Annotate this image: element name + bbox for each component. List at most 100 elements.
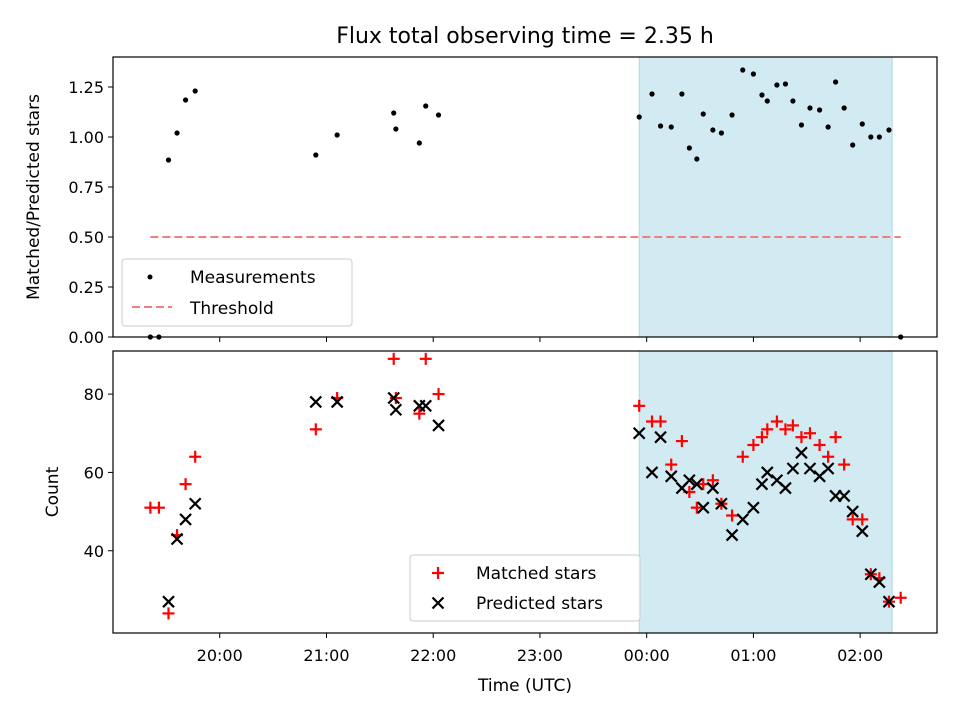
matched-star-point	[813, 439, 826, 451]
legend-predicted-x	[431, 596, 445, 610]
matched-star-point	[795, 431, 808, 444]
x-tick-label: 01:00	[730, 646, 776, 665]
predicted-star-point	[387, 391, 400, 405]
predicted-star-point	[683, 473, 696, 487]
bottom-axes-frame	[112, 350, 938, 634]
predicted-star-point	[725, 528, 739, 542]
measurement-point	[759, 92, 765, 98]
matched-star-point	[697, 478, 710, 491]
measurement-point	[710, 127, 716, 133]
matched-star-point	[419, 352, 432, 365]
measurement-point	[636, 114, 642, 120]
measurement-point	[798, 122, 805, 128]
predicted-star-points	[162, 391, 896, 608]
legend-measurements-label: Measurements	[190, 268, 316, 288]
measurement-point	[816, 107, 823, 113]
predicted-star-point	[873, 575, 886, 589]
measurement-point	[876, 134, 882, 140]
measurement-point	[886, 127, 892, 133]
measurement-point	[740, 67, 746, 73]
measurement-point	[764, 98, 770, 104]
measurement-point	[841, 105, 847, 111]
matched-star-point	[747, 439, 760, 451]
matched-star-point	[309, 423, 322, 436]
matched-star-point	[690, 501, 703, 514]
matched-star-point	[736, 450, 749, 463]
measurement-point	[174, 130, 180, 136]
matched-star-point	[822, 450, 835, 463]
matched-star-point	[189, 450, 202, 463]
predicted-star-point	[690, 477, 704, 491]
x-tick-label: 00:00	[624, 646, 670, 665]
top-x-ticks	[219, 337, 861, 342]
measurement-point	[868, 134, 874, 140]
predicted-star-point	[882, 595, 896, 608]
bottom-legend-box	[409, 554, 641, 622]
observing-window-shade	[638, 56, 893, 338]
predicted-star-point	[696, 501, 710, 514]
measurement-point	[192, 88, 198, 94]
measurement-point	[729, 112, 735, 118]
matched-star-point	[432, 388, 445, 401]
observing-window-shade	[638, 350, 893, 634]
measurement-point	[182, 97, 189, 103]
matched-star-point	[387, 352, 400, 365]
predicted-star-point	[432, 419, 445, 432]
matched-star-point	[755, 431, 768, 444]
x-tick-label: 02:00	[837, 646, 883, 665]
predicted-star-point	[856, 524, 869, 538]
predicted-star-point	[786, 462, 800, 475]
legend-predicted-label: Predicted stars	[476, 594, 603, 614]
matched-star-point	[829, 431, 842, 444]
predicted-star-point	[179, 513, 192, 526]
predicted-star-point	[645, 466, 659, 479]
x-tick-label: 22:00	[410, 646, 456, 665]
x-tick-label: 23:00	[517, 646, 563, 665]
measurement-point	[423, 103, 429, 109]
top-legend-box	[121, 258, 353, 327]
matched-star-point	[654, 415, 667, 428]
y-tick-label: 60	[84, 463, 104, 482]
measurement-point	[391, 110, 397, 116]
matched-star-point	[179, 478, 192, 491]
measurement-point	[825, 124, 831, 130]
matched-star-point	[779, 423, 792, 436]
y-tick-label: 0.00	[68, 328, 104, 347]
ratio-panel: 0.00 0.25 0.50 0.75 1.00 1.25 Matched/Predict…	[24, 56, 938, 347]
predicted-star-point	[330, 395, 344, 409]
predicted-star-point	[821, 462, 835, 475]
top-axes-frame	[112, 56, 938, 338]
legend-measurement-marker	[147, 274, 153, 280]
legend-matched-plus	[432, 567, 444, 579]
measurement-point	[859, 121, 865, 127]
predicted-star-point	[795, 446, 808, 460]
measurement-point	[165, 157, 172, 163]
top-legend: Measurements Threshold	[121, 258, 353, 327]
matched-star-point	[761, 423, 774, 436]
measurement-point	[649, 91, 655, 97]
measurement-point	[668, 124, 674, 130]
matched-star-point	[856, 513, 869, 526]
matched-star-point	[786, 419, 799, 432]
measurement-point	[750, 71, 757, 77]
predicted-star-point	[654, 430, 667, 444]
predicted-star-point	[188, 497, 202, 511]
matched-star-point	[389, 392, 402, 404]
matched-star-point	[838, 458, 851, 471]
predicted-star-point	[389, 403, 403, 417]
y-tick-label: 0.25	[68, 278, 104, 297]
measurement-point	[718, 130, 724, 136]
measurement-point	[850, 142, 856, 148]
predicted-star-point	[715, 497, 728, 511]
top-y-axis-label: Matched/Predicted stars	[24, 94, 44, 300]
matched-star-point	[675, 435, 688, 448]
matched-star-point	[152, 501, 165, 514]
measurement-point	[700, 111, 706, 117]
predicted-star-point	[736, 513, 750, 526]
matched-star-point	[665, 458, 678, 471]
measurement-point	[313, 152, 319, 158]
predicted-star-point	[419, 399, 433, 413]
matched-star-point	[706, 474, 719, 487]
legend-threshold-label: Threshold	[189, 299, 274, 319]
